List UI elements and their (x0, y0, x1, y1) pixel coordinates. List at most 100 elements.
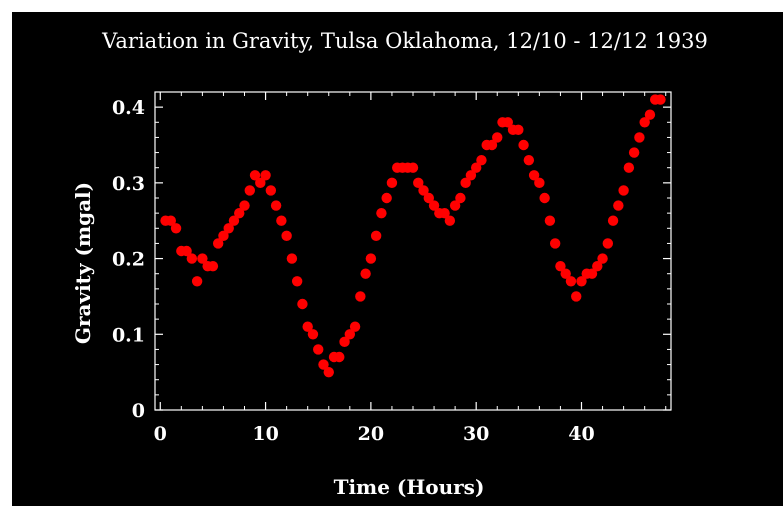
data-point (518, 139, 529, 151)
axis-ticks: 0 10 20 30 40 0 0.1 0.2 0.3 0.4 (112, 91, 671, 445)
data-point (476, 154, 487, 166)
data-point (349, 321, 361, 332)
data-point (418, 185, 429, 196)
data-point (165, 215, 176, 226)
data-point (344, 329, 356, 340)
data-point (407, 162, 419, 173)
data-point (470, 162, 482, 173)
data-point (655, 94, 666, 105)
data-point (455, 192, 466, 204)
data-point (623, 162, 635, 173)
y-axis-label: Gravity (mgal) (71, 182, 95, 344)
data-point (323, 366, 334, 378)
data-point (223, 223, 234, 234)
y-tick-label: 0.2 (112, 249, 145, 271)
data-point (249, 170, 261, 181)
data-point (191, 276, 203, 287)
data-point (413, 177, 424, 189)
gravity-chart: Variation in Gravity, Tulsa Oklahoma, 12… (71, 29, 708, 499)
data-point (492, 132, 503, 143)
data-point (376, 207, 387, 219)
data-point (628, 147, 640, 158)
y-tick-label: 0.1 (112, 324, 145, 346)
data-point (449, 200, 461, 211)
plot-area (154, 91, 672, 411)
data-point (613, 200, 624, 211)
data-point (318, 359, 329, 370)
data-point (439, 207, 450, 219)
data-point (276, 215, 287, 226)
chart-frame: Variation in Gravity, Tulsa Oklahoma, 12… (12, 12, 783, 506)
data-point (465, 170, 477, 181)
x-axis-label: Time (Hours) (334, 475, 485, 499)
data-point (571, 291, 582, 302)
data-point (302, 321, 313, 332)
data-point (186, 253, 198, 264)
data-point (602, 238, 614, 249)
data-point (644, 109, 656, 120)
data-point (370, 230, 382, 242)
data-point (281, 230, 292, 242)
data-point (297, 298, 308, 310)
data-point (181, 245, 192, 257)
data-point (586, 268, 598, 279)
data-point (423, 192, 434, 204)
data-point (513, 124, 524, 136)
data-point (260, 170, 271, 181)
data-point (444, 215, 456, 226)
data-point (212, 238, 224, 249)
data-point (555, 260, 566, 272)
data-point (639, 117, 650, 128)
data-points (160, 94, 666, 378)
data-point (486, 139, 498, 151)
x-tick-label: 0 (154, 423, 167, 445)
data-point (355, 291, 366, 302)
data-point (528, 170, 540, 181)
data-point (365, 253, 377, 264)
data-point (228, 215, 240, 226)
data-point (381, 192, 392, 204)
data-point (207, 260, 219, 272)
data-point (360, 268, 371, 279)
data-point (170, 223, 182, 234)
data-point (597, 253, 608, 264)
data-point (239, 200, 250, 211)
x-tick-label: 40 (568, 423, 594, 445)
y-tick-label: 0.3 (112, 173, 145, 195)
data-point (544, 215, 556, 226)
data-point (197, 253, 208, 264)
data-point (334, 351, 345, 363)
data-point (307, 329, 319, 340)
data-point (592, 260, 603, 272)
data-point (460, 177, 471, 189)
data-point (549, 238, 561, 249)
data-point (386, 177, 398, 189)
data-point (523, 154, 535, 166)
data-point (534, 177, 545, 189)
chart-title: Variation in Gravity, Tulsa Oklahoma, 12… (101, 29, 708, 53)
data-point (286, 253, 298, 264)
data-point (560, 268, 571, 279)
data-point (218, 230, 229, 242)
data-point (255, 177, 266, 189)
data-point (607, 215, 619, 226)
x-tick-label: 30 (463, 423, 489, 445)
data-point (565, 276, 577, 287)
data-point (634, 132, 645, 143)
data-point (265, 185, 277, 196)
y-tick-label: 0.4 (112, 97, 145, 119)
data-point (539, 192, 550, 204)
data-point (576, 276, 587, 287)
data-point (339, 336, 350, 348)
data-point (502, 117, 513, 128)
data-point (313, 344, 324, 355)
data-point (270, 200, 282, 211)
data-point (234, 207, 245, 219)
x-tick-label: 10 (252, 423, 278, 445)
data-point (618, 185, 629, 196)
data-point (428, 200, 440, 211)
data-point (244, 185, 255, 196)
x-tick-label: 20 (358, 423, 384, 445)
y-tick-label: 0 (132, 400, 145, 422)
data-point (291, 276, 303, 287)
